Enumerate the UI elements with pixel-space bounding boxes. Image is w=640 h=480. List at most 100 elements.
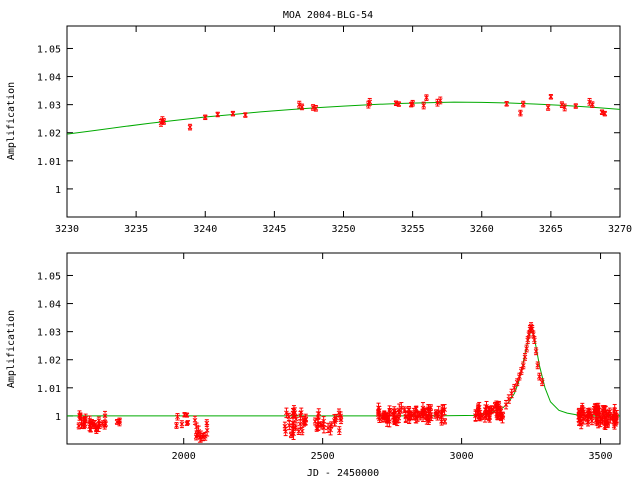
bottom-data-point <box>81 420 87 430</box>
bottom-data-point <box>332 416 338 427</box>
marker-x <box>81 422 87 428</box>
top-data-point <box>518 109 523 117</box>
top-data-point <box>396 101 402 107</box>
marker-x <box>87 417 92 423</box>
marker-x <box>187 124 193 130</box>
marker-x <box>215 112 221 117</box>
marker-x <box>284 410 289 416</box>
bottom-data-point <box>376 402 381 413</box>
bottom-data-point <box>611 409 617 422</box>
bottom-data-point <box>421 410 427 417</box>
bottom-data-point <box>286 420 292 431</box>
marker-x <box>290 410 296 416</box>
bottom-data-point <box>526 330 532 339</box>
marker-x <box>197 435 203 441</box>
bottom-y-tick-label: 1.04 <box>37 300 61 311</box>
marker-x <box>392 414 398 420</box>
marker-x <box>421 103 427 108</box>
marker-x <box>283 429 288 434</box>
marker-x <box>313 105 319 111</box>
marker-x <box>102 423 108 429</box>
bottom-x-tick-label: 2500 <box>311 451 335 462</box>
bottom-data-point <box>529 324 535 333</box>
marker-x <box>310 105 316 110</box>
marker-x <box>611 412 617 418</box>
bottom-x-tick-label: 2000 <box>172 451 196 462</box>
marker-x <box>533 348 539 354</box>
bottom-data-point <box>102 422 108 430</box>
bottom-y-tick-label: 1.03 <box>37 328 61 339</box>
marker-x <box>484 404 489 409</box>
bottom-data-point <box>77 412 83 419</box>
marker-x <box>194 424 200 430</box>
marker-x <box>524 346 529 351</box>
marker-x <box>298 413 303 419</box>
marker-x <box>204 420 210 426</box>
marker-x <box>192 417 198 423</box>
top-x-tick-label: 3235 <box>124 224 148 235</box>
bottom-data-point <box>475 409 480 417</box>
marker-x <box>282 423 288 429</box>
marker-x <box>321 418 327 424</box>
marker-x <box>316 411 322 416</box>
bottom-data-point <box>283 426 288 437</box>
bottom-model-curve <box>67 329 620 417</box>
marker-x <box>296 102 302 108</box>
marker-x <box>407 412 412 418</box>
top-data-point <box>548 94 554 100</box>
marker-x <box>537 374 542 379</box>
bottom-data-point <box>385 412 391 421</box>
marker-x <box>577 410 583 416</box>
marker-x <box>589 418 595 424</box>
marker-x <box>117 418 122 423</box>
marker-x <box>77 413 83 419</box>
marker-x <box>433 409 439 415</box>
marker-x <box>585 411 591 417</box>
marker-x <box>299 104 305 110</box>
bottom-data-point <box>184 421 190 426</box>
marker-x <box>382 412 387 417</box>
marker-x <box>293 416 299 422</box>
marker-x <box>548 94 554 100</box>
marker-x <box>517 374 522 379</box>
bottom-data-point <box>328 421 334 428</box>
marker-x <box>424 95 429 100</box>
bottom-data-point <box>524 344 529 353</box>
bottom-data-point <box>297 419 303 429</box>
top-y-tick-label: 1.02 <box>37 129 61 140</box>
marker-x <box>409 412 414 418</box>
marker-x <box>439 419 444 424</box>
bottom-data-point <box>179 420 185 429</box>
bottom-x-tick-label: 3000 <box>450 451 474 462</box>
marker-x <box>299 428 305 434</box>
bottom-data-point <box>76 422 82 430</box>
top-y-tick-label: 1.01 <box>37 157 61 168</box>
bottom-data-point <box>328 424 333 436</box>
marker-x <box>296 428 302 434</box>
marker-x <box>578 418 584 423</box>
top-data-point <box>562 103 568 112</box>
marker-x <box>230 111 236 116</box>
bottom-data-point <box>494 402 500 413</box>
marker-x <box>476 414 482 420</box>
bottom-data-point <box>204 419 210 428</box>
bottom-data-point <box>184 412 190 418</box>
top-data-point <box>296 100 302 109</box>
bottom-data-point <box>336 426 342 435</box>
bottom-data-point <box>407 411 412 420</box>
marker-x <box>175 414 180 420</box>
bottom-data-point <box>197 432 203 443</box>
marker-x <box>396 101 402 107</box>
top-x-tick-label: 3230 <box>55 224 79 235</box>
bottom-data-point <box>592 403 598 414</box>
marker-x <box>530 332 536 337</box>
bottom-data-point <box>396 403 402 417</box>
marker-x <box>290 420 296 426</box>
marker-x <box>614 415 619 421</box>
marker-x <box>377 416 382 422</box>
marker-x <box>600 407 606 413</box>
marker-x <box>587 99 592 105</box>
top-data-point <box>504 101 509 107</box>
top-data-point <box>367 97 373 106</box>
